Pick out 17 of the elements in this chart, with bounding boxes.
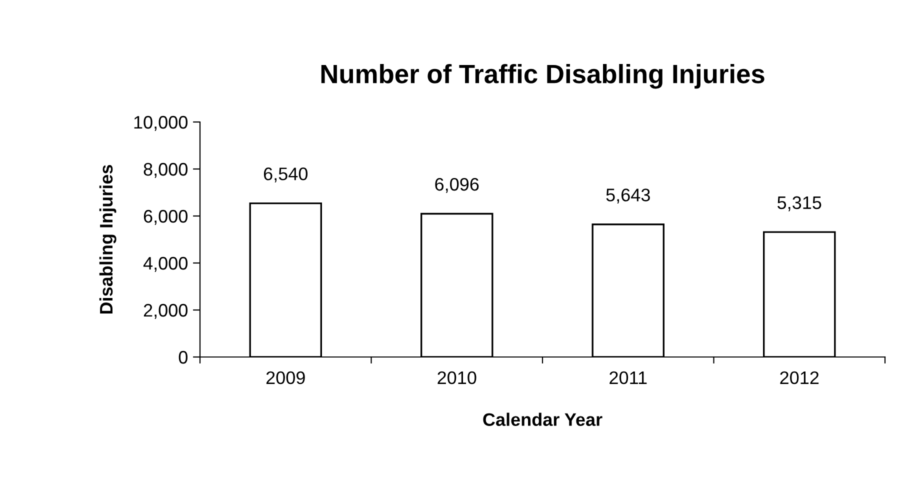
y-tick-label: 4,000 (143, 256, 188, 272)
x-tick-label: 2011 (610, 371, 647, 384)
data-label: 6,540 (264, 168, 308, 182)
data-label: 5,643 (606, 188, 650, 204)
y-tick-label: 10,000 (134, 116, 188, 131)
x-axis-title: Calendar Year (483, 412, 602, 426)
data-label: 6,096 (435, 178, 479, 193)
y-tick-label: 6,000 (144, 210, 188, 225)
y-tick-label: 8,000 (144, 162, 188, 178)
x-tick-label: 2012 (780, 371, 819, 384)
data-label: 5,315 (778, 196, 822, 212)
y-tick-label: 2,000 (144, 304, 188, 319)
x-tick-label: 2009 (266, 371, 305, 384)
x-tick-label: 2010 (438, 371, 476, 384)
y-axis-title: Disabling Injuries (99, 164, 116, 314)
y-tick-label: 0 (178, 350, 188, 364)
chart-title: Number of Traffic Disabling Injuries (321, 64, 764, 89)
